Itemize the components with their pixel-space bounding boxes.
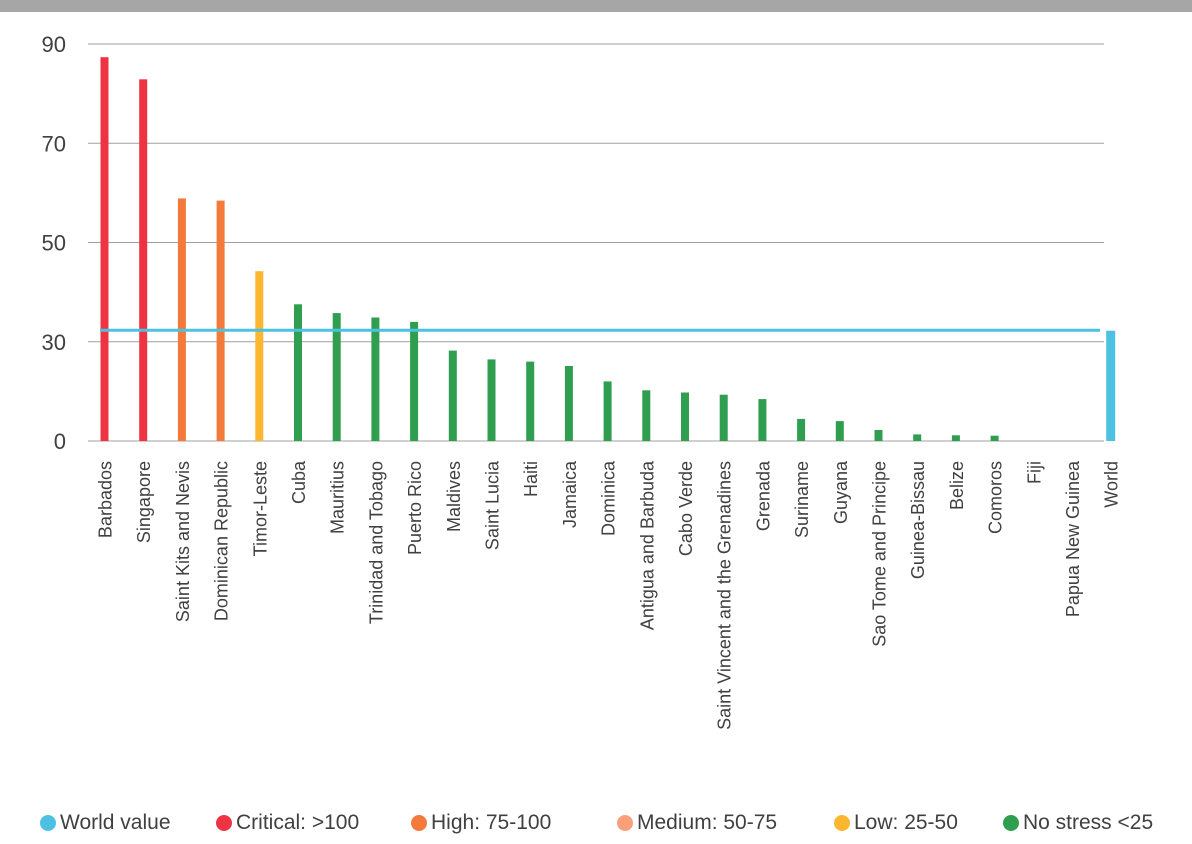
bar-saint-lucia: [487, 359, 496, 441]
x-tick-label: Cabo Verde: [676, 461, 696, 556]
legend-swatch-no-stress: [1003, 815, 1019, 831]
legend-swatch-world: [40, 815, 56, 831]
legend: World value Critical: >100 High: 75-100 …: [0, 806, 1192, 840]
bar-trinidad-and-tobago: [371, 317, 380, 441]
x-tick-label: Puerto Rico: [405, 461, 425, 555]
bar-dominica: [603, 381, 612, 441]
legend-label-world: World value: [60, 811, 171, 834]
legend-item-critical: Critical: >100: [216, 806, 359, 840]
x-tick-label: Dominica: [599, 460, 619, 536]
y-axis-ticks: 90 70 50 30 0: [42, 32, 66, 454]
legend-item-low: Low: 25-50: [834, 806, 958, 840]
x-tick-label: Grenada: [753, 460, 773, 531]
bar-suriname: [797, 418, 806, 441]
legend-label-high: High: 75-100: [431, 811, 552, 834]
x-tick-label: Saint Kits and Nevis: [173, 461, 193, 622]
bar-timor-leste: [255, 271, 264, 441]
x-tick-label: Sao Tome and Principe: [870, 461, 890, 647]
x-tick-label: Mauritius: [328, 461, 348, 534]
x-tick-label: Haiti: [521, 461, 541, 497]
x-tick-label: Antigua and Barbuda: [637, 460, 657, 630]
legend-swatch-critical: [216, 815, 232, 831]
x-tick-label: Papua New Guinea: [1063, 460, 1083, 617]
bar-guinea-bissau: [913, 434, 922, 441]
x-tick-label: Guinea-Bissau: [908, 461, 928, 579]
legend-label-medium: Medium: 50-75: [637, 811, 778, 834]
legend-label-no-stress: No stress <25: [1023, 811, 1154, 834]
bar-puerto-rico: [410, 321, 419, 441]
legend-swatch-high: [411, 815, 427, 831]
x-tick-label: Fiji: [1024, 461, 1044, 484]
x-axis-labels: Barbados Singapore Saint Kits and Nevis Dom…: [96, 460, 1122, 730]
bar-mauritius: [332, 313, 341, 441]
x-tick-label: Belize: [947, 461, 967, 510]
x-tick-label: Singapore: [134, 461, 154, 543]
y-tick-label: 0: [54, 429, 66, 454]
bar-maldives: [448, 350, 457, 441]
grid-lines: [88, 43, 1104, 442]
bar-cabo-verde: [681, 392, 689, 441]
legend-item-medium: Medium: 50-75: [617, 806, 777, 840]
legend-item-no-stress: No stress <25: [1003, 806, 1153, 840]
x-tick-label: Jamaica: [560, 460, 580, 528]
y-tick-label: 90: [42, 32, 66, 57]
y-tick-label: 50: [42, 231, 66, 256]
y-tick-label: 70: [42, 131, 66, 156]
bar-haiti: [526, 361, 535, 441]
x-tick-label: Maldives: [444, 461, 464, 532]
x-tick-label: Saint Lucia: [483, 460, 503, 550]
top-bar: [0, 0, 1192, 12]
x-tick-label: Trinidad and Tobago: [366, 461, 386, 624]
bar-comoros: [990, 435, 999, 441]
x-tick-label: World: [1102, 461, 1122, 508]
bar-sao-tome-and-principe: [874, 430, 883, 441]
bar-antigua-and-barbuda: [642, 390, 651, 441]
x-tick-label: Barbados: [96, 461, 116, 538]
bar-saint-kits-and-nevis: [177, 198, 186, 441]
x-tick-label: Comoros: [986, 461, 1006, 534]
x-tick-label: Suriname: [792, 461, 812, 538]
bar-dominican-republic: [216, 200, 225, 441]
x-tick-label: Dominican Republic: [212, 461, 232, 621]
x-tick-label: Guyana: [831, 460, 851, 524]
bar-guyana: [835, 421, 844, 441]
bar-belize: [951, 435, 960, 441]
bar-saint-vincent-and-the-grenadines: [719, 394, 728, 441]
bar-cuba: [294, 304, 302, 441]
y-tick-label: 30: [42, 330, 66, 355]
bar-chart: 90 70 50 30 0 Barbados Singapore Saint Kits an…: [42, 32, 1122, 730]
legend-item-world: World value: [40, 806, 171, 840]
bar-world: [1106, 330, 1116, 441]
legend-item-high: High: 75-100: [411, 806, 551, 840]
legend-label-low: Low: 25-50: [854, 811, 958, 834]
bar-jamaica: [564, 366, 573, 441]
x-tick-label: Timor-Leste: [250, 461, 270, 556]
x-tick-label: Cuba: [289, 460, 309, 504]
legend-label-critical: Critical: >100: [236, 811, 360, 834]
bar-barbados: [100, 57, 109, 441]
legend-swatch-medium: [617, 815, 633, 831]
bar-grenada: [758, 399, 767, 441]
bars: [100, 57, 1116, 442]
x-tick-label: Saint Vincent and the Grenadines: [715, 461, 735, 730]
legend-swatch-low: [834, 815, 850, 831]
bar-singapore: [139, 79, 148, 442]
